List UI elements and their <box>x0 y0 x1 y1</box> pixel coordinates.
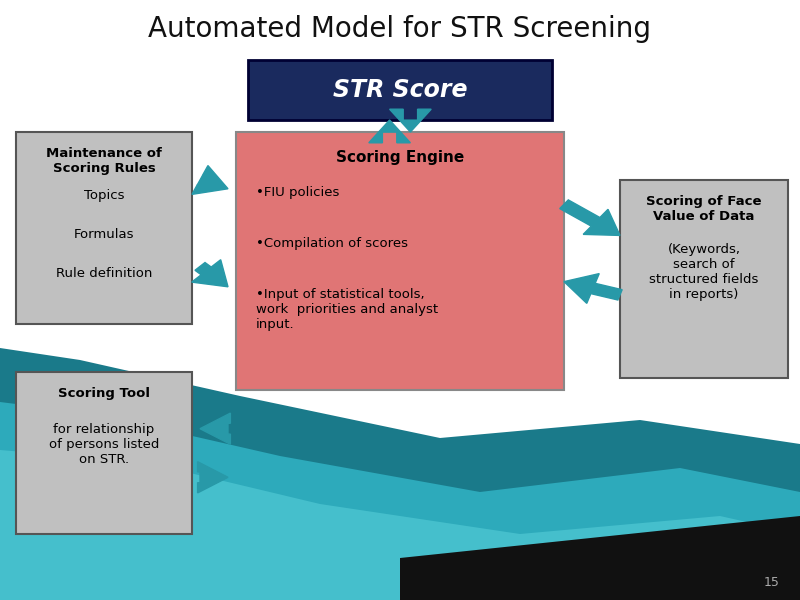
Text: Automated Model for STR Screening: Automated Model for STR Screening <box>149 15 651 43</box>
FancyArrow shape <box>564 274 622 304</box>
Text: for relationship
of persons listed
on STR.: for relationship of persons listed on ST… <box>49 423 159 466</box>
Text: •Compilation of scores: •Compilation of scores <box>256 237 408 250</box>
Text: Scoring Tool: Scoring Tool <box>58 387 150 400</box>
FancyArrow shape <box>192 166 228 194</box>
Polygon shape <box>0 450 800 600</box>
Text: Rule definition: Rule definition <box>56 267 152 280</box>
FancyBboxPatch shape <box>620 180 788 378</box>
Text: Scoring of Face
Value of Data: Scoring of Face Value of Data <box>646 195 762 223</box>
Text: •Input of statistical tools,
work  priorities and analyst
input.: •Input of statistical tools, work priori… <box>256 288 438 331</box>
FancyArrow shape <box>369 120 410 143</box>
Polygon shape <box>0 348 800 600</box>
Text: •FIU policies: •FIU policies <box>256 186 339 199</box>
Text: STR Score: STR Score <box>333 78 467 102</box>
Polygon shape <box>400 516 800 600</box>
FancyArrow shape <box>390 109 431 132</box>
FancyArrow shape <box>192 260 228 287</box>
FancyBboxPatch shape <box>248 60 552 120</box>
FancyArrow shape <box>198 462 228 493</box>
Text: 15: 15 <box>764 576 780 589</box>
Text: Topics: Topics <box>84 189 124 202</box>
Polygon shape <box>0 402 800 600</box>
Text: Formulas: Formulas <box>74 228 134 241</box>
FancyBboxPatch shape <box>16 372 192 534</box>
FancyArrow shape <box>560 200 620 235</box>
FancyBboxPatch shape <box>236 132 564 390</box>
Text: Maintenance of
Scoring Rules: Maintenance of Scoring Rules <box>46 147 162 175</box>
FancyArrow shape <box>200 413 230 444</box>
Text: Scoring Engine: Scoring Engine <box>336 150 464 165</box>
FancyBboxPatch shape <box>16 132 192 324</box>
Text: (Keywords,
search of
structured fields
in reports): (Keywords, search of structured fields i… <box>650 243 758 301</box>
